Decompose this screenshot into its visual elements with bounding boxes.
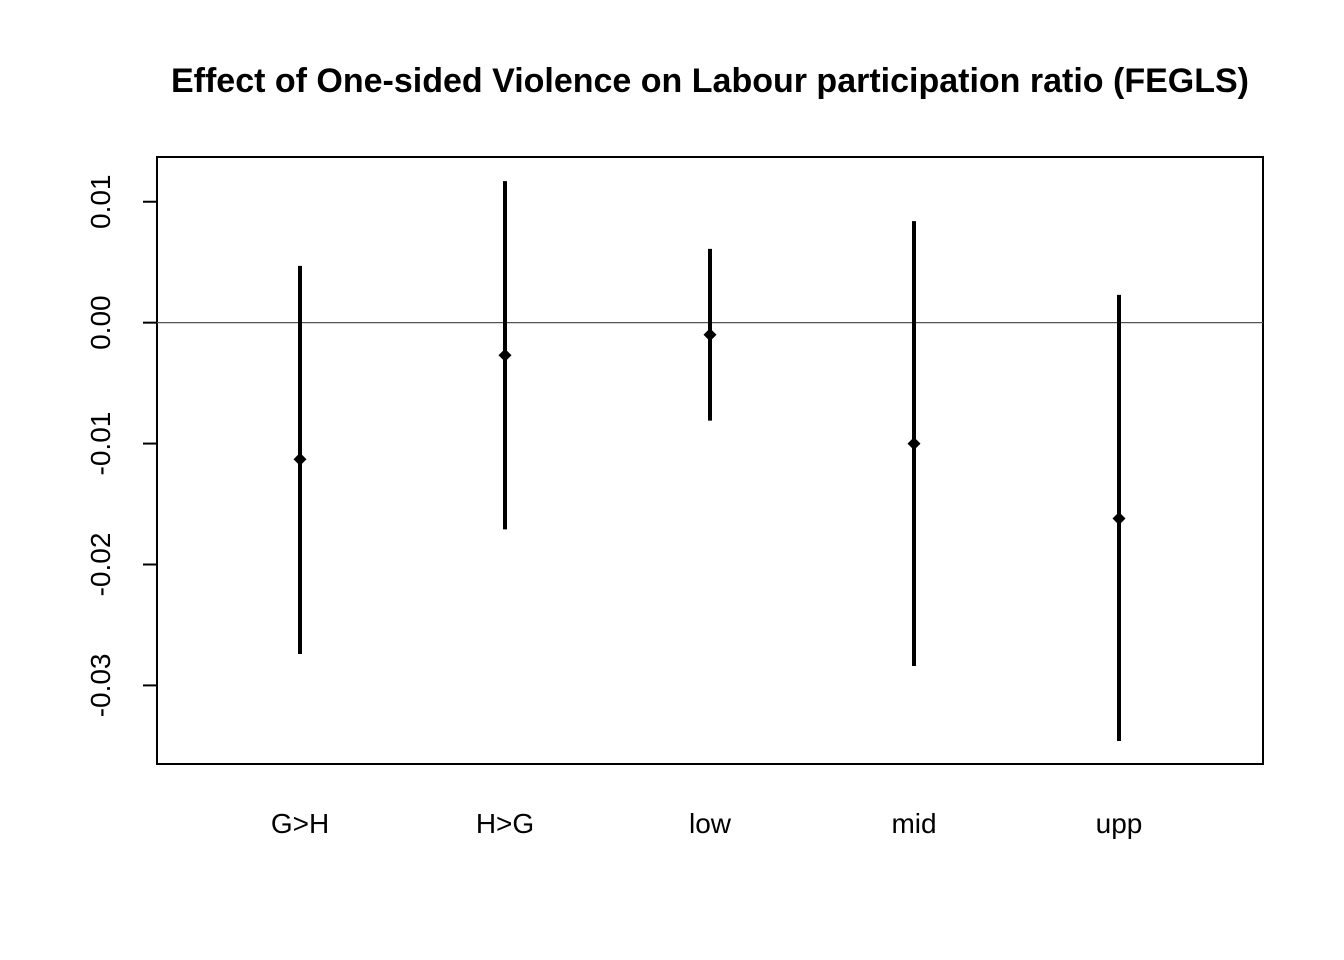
y-tick-label: -0.03 <box>85 653 116 717</box>
x-tick-label: upp <box>1096 808 1143 839</box>
point-estimate-marker <box>293 452 307 466</box>
x-tick-label: low <box>689 808 732 839</box>
x-tick-label: mid <box>891 808 936 839</box>
point-estimate-marker <box>907 437 921 451</box>
y-axis: 0.01 0.00 -0.01 -0.02 -0.03 <box>85 174 157 717</box>
plot-frame <box>156 156 1264 765</box>
x-tick-label: G>H <box>271 808 329 839</box>
chart-title: Effect of One-sided Violence on Labour p… <box>171 62 1249 100</box>
y-tick-label: 0.00 <box>85 295 116 350</box>
y-tick-label: 0.01 <box>85 174 116 229</box>
point-estimate-marker <box>703 328 717 342</box>
y-tick-label: -0.01 <box>85 412 116 476</box>
x-tick-label: H>G <box>476 808 534 839</box>
point-estimate-marker <box>1112 512 1126 526</box>
error-bar-series <box>293 181 1126 742</box>
y-tick-label: -0.02 <box>85 533 116 597</box>
x-axis: G>H H>G low mid upp <box>271 808 1143 839</box>
point-estimate-marker <box>498 348 512 362</box>
